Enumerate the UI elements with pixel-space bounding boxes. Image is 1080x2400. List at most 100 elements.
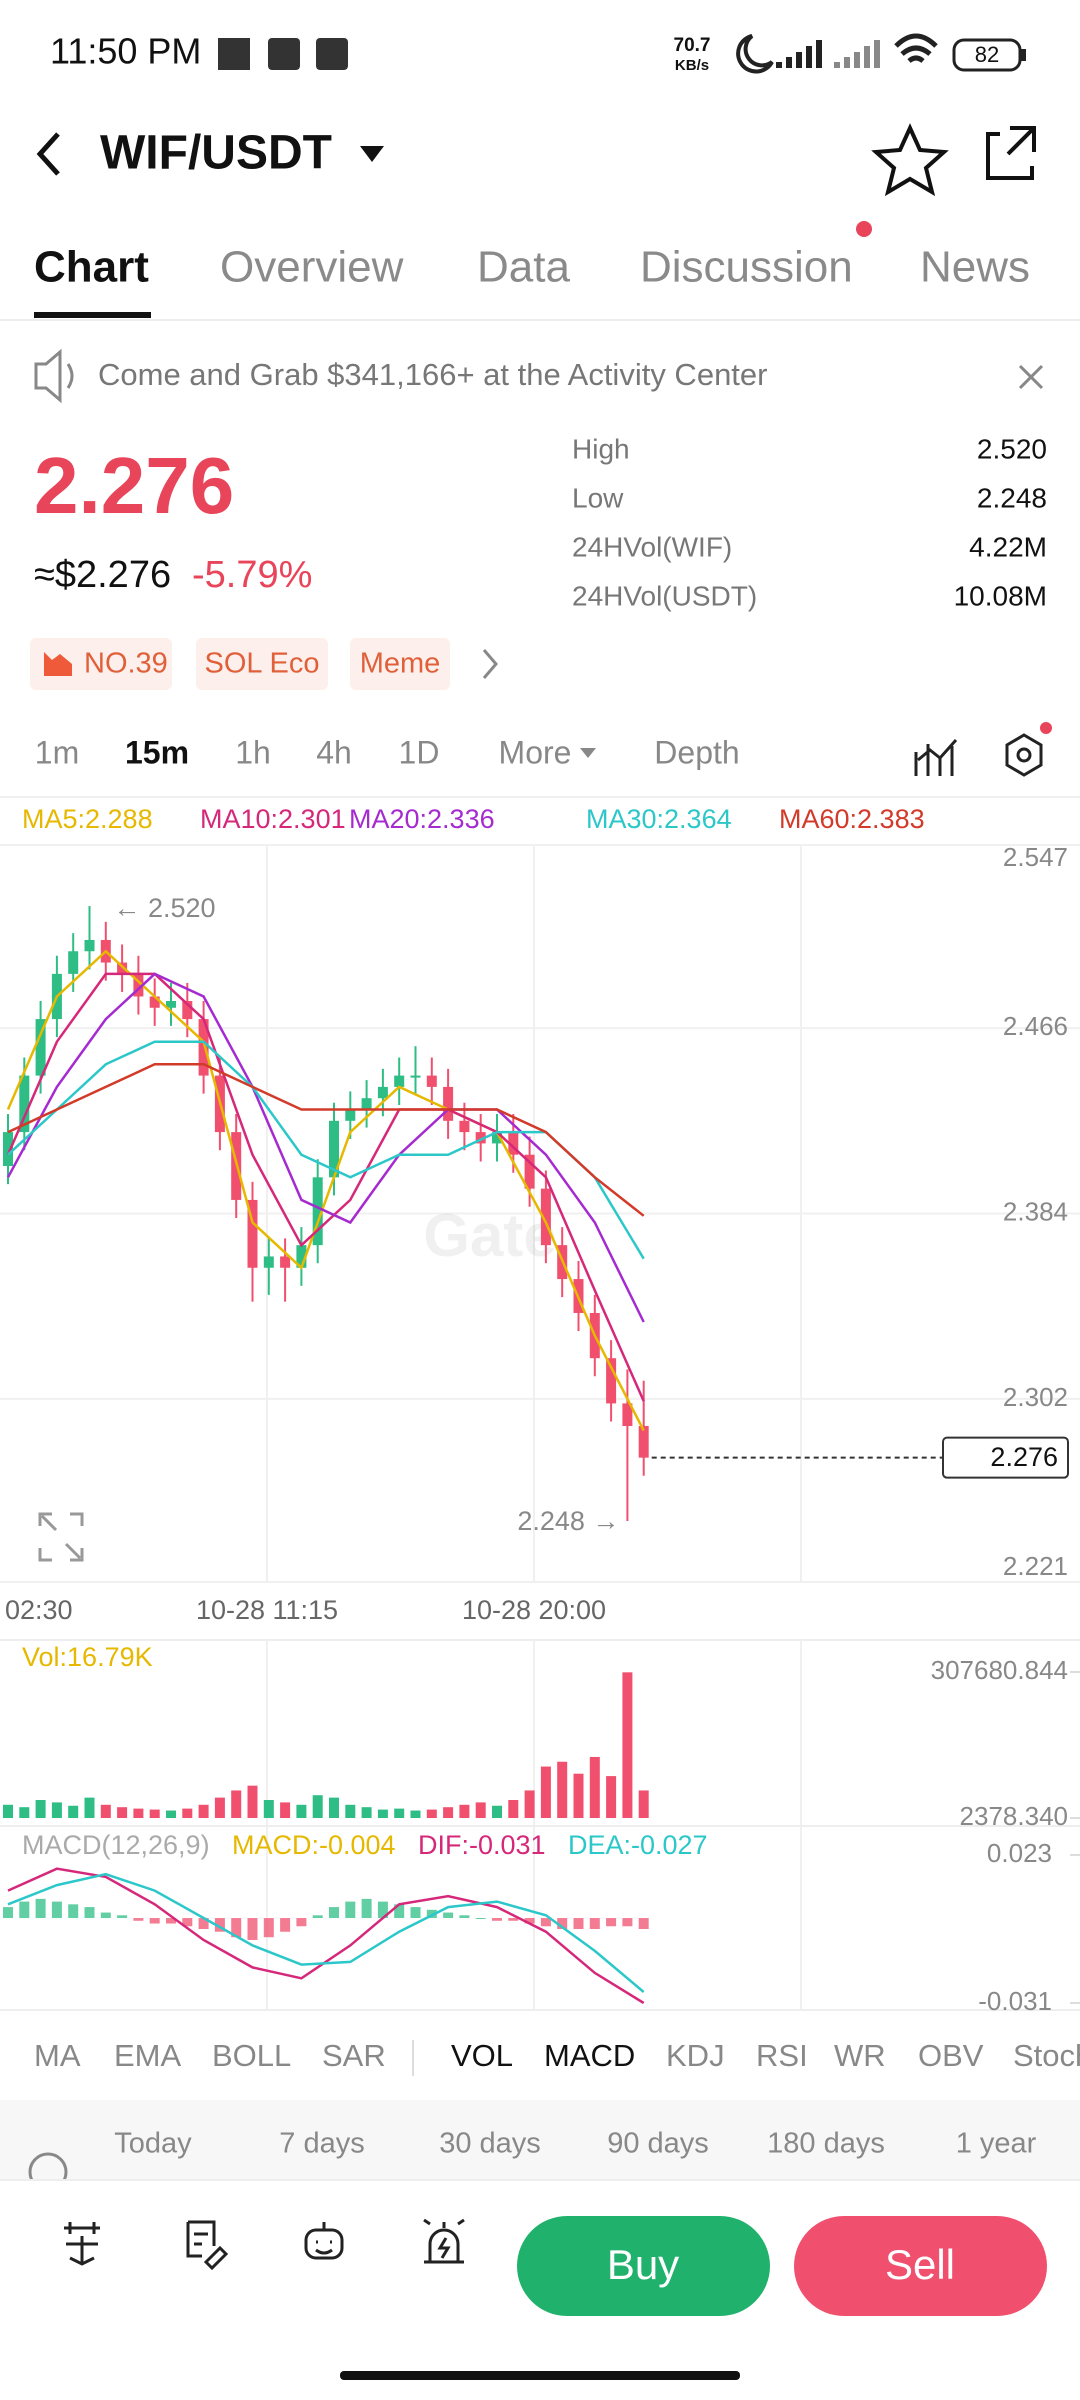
- battery-tip: [1021, 49, 1026, 61]
- pair-title[interactable]: WIF/USDT: [100, 127, 332, 180]
- tags-more[interactable]: [482, 649, 498, 679]
- macd-bar: [247, 1918, 258, 1940]
- fullscreen-button[interactable]: [38, 1512, 84, 1562]
- period[interactable]: 7 days: [279, 2128, 364, 2160]
- indicator[interactable]: MA: [34, 2038, 81, 2073]
- macd-bar: [622, 1918, 633, 1927]
- notification-dot: [856, 221, 872, 237]
- volume-bar: [3, 1804, 13, 1818]
- futures-icon[interactable]: [186, 2220, 229, 2271]
- last-price-box: [942, 1436, 1069, 1479]
- macd-bar: [540, 1918, 551, 1927]
- stat-value: 10.08M: [954, 580, 1047, 611]
- stat-label: 24HVol(USDT): [572, 580, 757, 611]
- candle-body: [263, 1256, 274, 1268]
- battery: [952, 38, 1022, 72]
- indicator[interactable]: RSI: [756, 2038, 808, 2073]
- timeframe[interactable]: 1m: [35, 734, 79, 770]
- tab[interactable]: Data: [477, 243, 570, 292]
- candle-body: [84, 939, 95, 952]
- macd-bar: [149, 1918, 160, 1924]
- volume-bar: [247, 1785, 258, 1818]
- last-price-label: 2.276: [990, 1442, 1058, 1472]
- tab[interactable]: News: [920, 243, 1030, 292]
- bots-icon-detail: [315, 2222, 333, 2255]
- indicator[interactable]: BOLL: [212, 2038, 291, 2073]
- tab[interactable]: Overview: [220, 243, 404, 292]
- tab[interactable]: Discussion: [640, 243, 853, 292]
- period[interactable]: 30 days: [439, 2128, 541, 2160]
- volume-bar: [345, 1804, 356, 1818]
- moon-icon: [736, 34, 774, 74]
- last-price: 2.276: [34, 441, 234, 530]
- favorite-button[interactable]: [871, 123, 949, 197]
- sell-button[interactable]: [794, 2216, 1047, 2316]
- indicator[interactable]: WR: [834, 2038, 886, 2073]
- tag[interactable]: Meme: [360, 648, 441, 680]
- candle-body: [524, 1154, 535, 1189]
- timeframe[interactable]: 1h: [235, 734, 271, 770]
- volume-bar: [426, 1809, 437, 1818]
- candle-body: [426, 1075, 437, 1087]
- timeframe[interactable]: 1D: [399, 734, 440, 770]
- pair-dropdown[interactable]: [360, 146, 384, 162]
- panel-title: MACD(12,26,9): [22, 1830, 210, 1860]
- period[interactable]: 180 days: [767, 2128, 885, 2160]
- banner-close[interactable]: [1018, 364, 1044, 390]
- legend-entry: MA30:2.364: [586, 804, 732, 834]
- volume-bar: [312, 1795, 323, 1818]
- indicator[interactable]: KDJ: [666, 2038, 725, 2073]
- volume-bar: [492, 1805, 502, 1818]
- volume-bar: [19, 1807, 30, 1818]
- timeframe[interactable]: Depth: [654, 734, 739, 770]
- tag[interactable]: SOL Eco: [205, 648, 320, 680]
- macd-bar: [573, 1918, 584, 1929]
- alert-icon[interactable]: [423, 2218, 465, 2264]
- buy-button[interactable]: [517, 2216, 770, 2316]
- indicator[interactable]: VOL: [451, 2038, 513, 2073]
- candle-body: [247, 1199, 258, 1268]
- period[interactable]: Today: [114, 2128, 192, 2160]
- macd-bar: [329, 1907, 339, 1919]
- volume-bar: [377, 1809, 388, 1818]
- timeframe[interactable]: 15m: [125, 734, 189, 770]
- indicator-button[interactable]: [914, 739, 958, 776]
- banner-text[interactable]: Come and Grab $341,166+ at the Activity …: [98, 357, 767, 392]
- macd-bar: [3, 1907, 13, 1919]
- volume-bar: [459, 1804, 470, 1818]
- macd-bar: [68, 1904, 79, 1919]
- x-tick-label: 10-28 20:00: [462, 1595, 606, 1625]
- timeframe[interactable]: More: [499, 734, 572, 770]
- tab[interactable]: Chart: [34, 243, 149, 292]
- indicator[interactable]: SAR: [322, 2038, 386, 2073]
- buy-label[interactable]: Buy: [607, 2241, 679, 2288]
- candle-body: [508, 1132, 519, 1155]
- macd-bar: [606, 1918, 617, 1927]
- candle-body: [117, 962, 128, 974]
- indicator[interactable]: OBV: [918, 2038, 984, 2073]
- period[interactable]: 1 year: [956, 2128, 1037, 2160]
- volume-bar: [263, 1800, 274, 1818]
- indicator[interactable]: EMA: [114, 2038, 182, 2073]
- tag-bg: [30, 638, 172, 690]
- period[interactable]: 90 days: [607, 2128, 709, 2160]
- rank-icon: [44, 652, 72, 676]
- indicator[interactable]: Stoch: [1013, 2038, 1080, 2073]
- macd-bar: [51, 1901, 62, 1919]
- indicator[interactable]: MACD: [544, 2038, 635, 2073]
- share-button[interactable]: [986, 126, 1036, 180]
- wifi-icon: [894, 33, 938, 63]
- macd-bar: [182, 1918, 193, 1927]
- volume-bar: [35, 1800, 46, 1818]
- timeframe[interactable]: 4h: [316, 734, 352, 770]
- volume-bar: [443, 1807, 454, 1818]
- back-button[interactable]: [36, 132, 60, 176]
- settings-button[interactable]: [1005, 733, 1043, 777]
- tag[interactable]: NO.39: [84, 648, 168, 680]
- sell-label[interactable]: Sell: [885, 2241, 955, 2288]
- volume-bar: [573, 1773, 584, 1818]
- margin-icon[interactable]: [64, 2222, 100, 2266]
- volume-bar: [117, 1807, 128, 1818]
- macd-bar: [638, 1918, 649, 1929]
- candle-body: [410, 1075, 421, 1078]
